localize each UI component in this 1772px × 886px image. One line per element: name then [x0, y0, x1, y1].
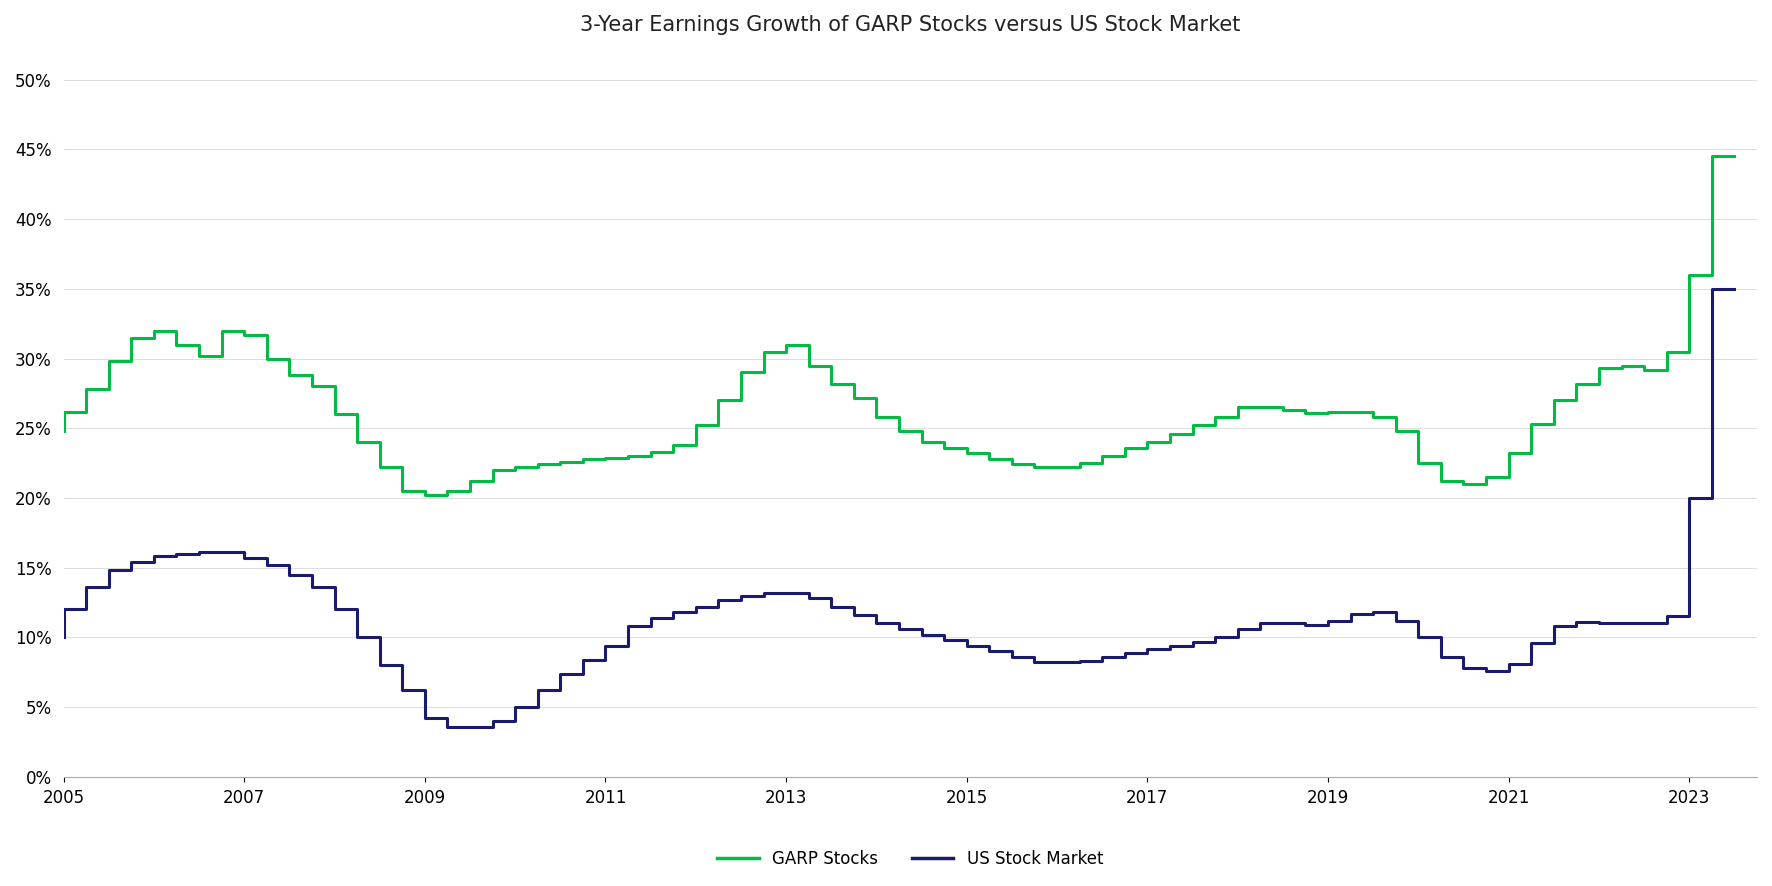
- GARP Stocks: [188, 339, 209, 350]
- US Stock Market: [459, 721, 480, 732]
- Line: US Stock Market: US Stock Market: [64, 289, 1735, 727]
- GARP Stocks: [436, 490, 457, 501]
- US Stock Market: [1407, 615, 1428, 626]
- GARP Stocks: [53, 425, 74, 436]
- US Stock Market: [1453, 651, 1474, 662]
- US Stock Market: [1724, 284, 1745, 294]
- GARP Stocks: [1407, 425, 1428, 436]
- US Stock Market: [53, 632, 74, 642]
- Legend: GARP Stocks, US Stock Market: GARP Stocks, US Stock Market: [711, 843, 1109, 874]
- US Stock Market: [1566, 621, 1588, 632]
- GARP Stocks: [1724, 152, 1745, 162]
- US Stock Market: [1340, 615, 1361, 626]
- US Stock Market: [188, 548, 209, 559]
- GARP Stocks: [1386, 412, 1407, 423]
- Title: 3-Year Earnings Growth of GARP Stocks versus US Stock Market: 3-Year Earnings Growth of GARP Stocks ve…: [579, 15, 1240, 35]
- GARP Stocks: [1566, 395, 1588, 406]
- GARP Stocks: [1340, 406, 1361, 416]
- GARP Stocks: [1453, 476, 1474, 486]
- US Stock Market: [1386, 607, 1407, 618]
- Line: GARP Stocks: GARP Stocks: [64, 157, 1735, 495]
